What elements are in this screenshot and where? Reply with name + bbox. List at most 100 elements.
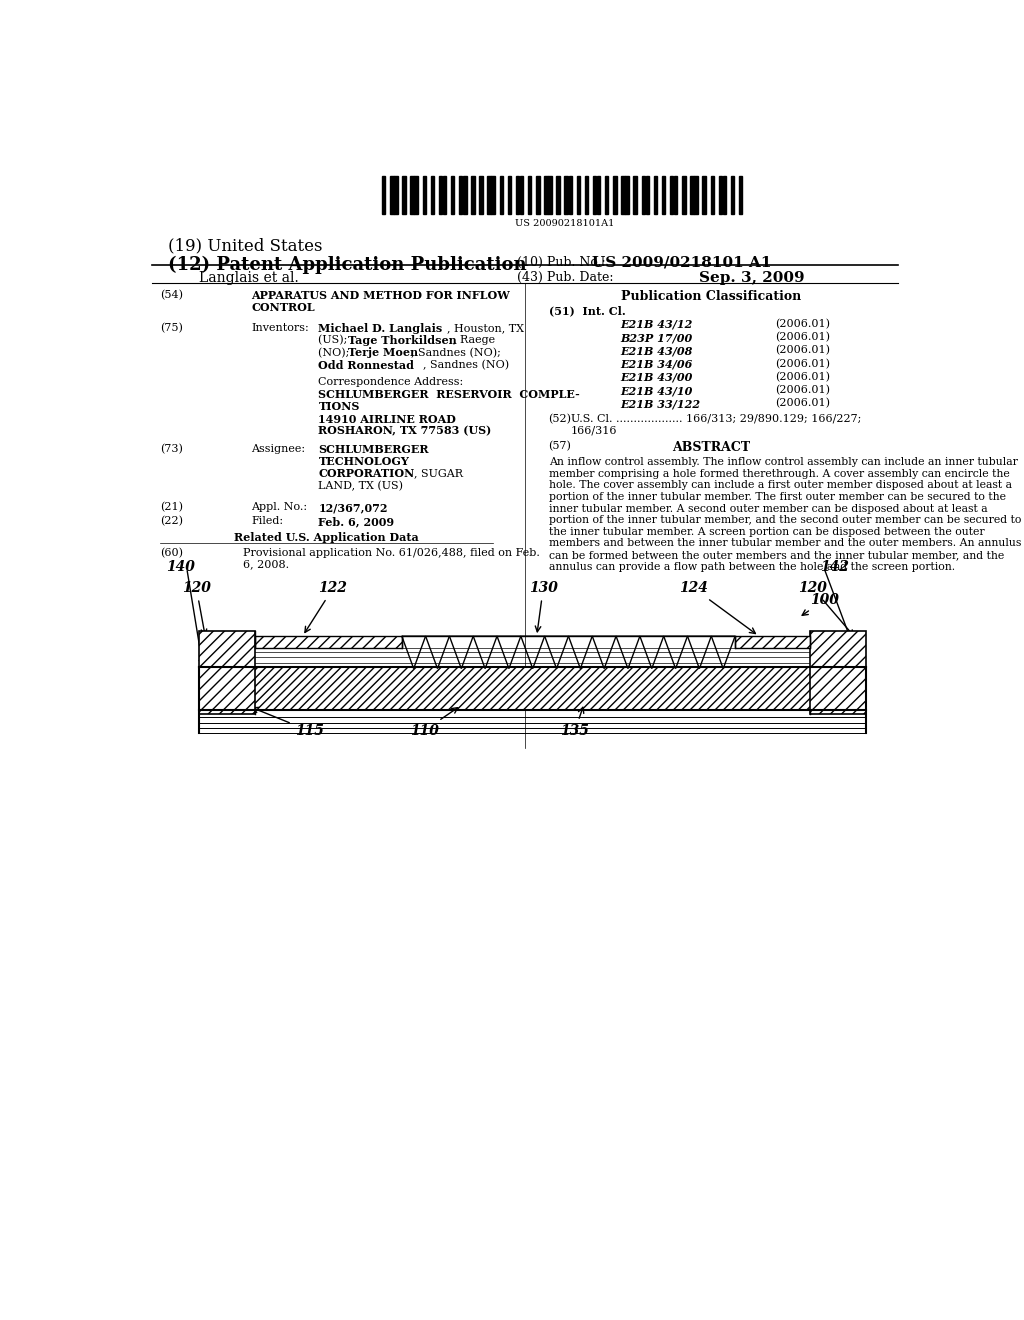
Text: (2006.01): (2006.01) (775, 399, 829, 409)
Text: (22): (22) (160, 516, 182, 527)
Text: TECHNOLOGY: TECHNOLOGY (318, 457, 410, 467)
Bar (739, 176, 742, 214)
Text: (54): (54) (160, 289, 182, 300)
Text: Publication Classification: Publication Classification (622, 289, 802, 302)
Bar (626, 176, 629, 214)
Text: ABSTRACT: ABSTRACT (672, 441, 751, 454)
Bar (548, 176, 552, 214)
Text: LAND, TX (US): LAND, TX (US) (318, 480, 403, 491)
Bar (674, 176, 678, 214)
Text: 124: 124 (680, 581, 756, 634)
Text: 120: 120 (182, 581, 211, 635)
Text: (75): (75) (160, 323, 182, 334)
Text: (19) United States: (19) United States (168, 238, 323, 255)
Text: 120: 120 (799, 581, 854, 636)
Bar (682, 176, 685, 214)
Text: 12/367,072: 12/367,072 (318, 502, 388, 513)
Bar (605, 176, 608, 214)
Text: E21B 43/08: E21B 43/08 (620, 346, 692, 356)
Bar (537, 176, 540, 214)
Bar (711, 176, 714, 214)
Bar (415, 176, 418, 214)
Bar (471, 176, 475, 214)
Bar (402, 176, 406, 214)
Text: Related U.S. Application Data: Related U.S. Application Data (234, 532, 419, 544)
Text: (US);: (US); (318, 335, 351, 346)
Text: E21B 43/12: E21B 43/12 (620, 319, 692, 330)
Text: (57): (57) (549, 441, 571, 451)
Text: (2006.01): (2006.01) (775, 385, 829, 396)
Text: (2006.01): (2006.01) (775, 372, 829, 383)
Text: (2006.01): (2006.01) (775, 333, 829, 342)
Bar (520, 176, 523, 214)
Bar (645, 176, 649, 214)
Text: SCHLUMBERGER  RESERVOIR  COMPLE-: SCHLUMBERGER RESERVOIR COMPLE- (318, 389, 581, 400)
Bar (492, 176, 495, 214)
Text: 130: 130 (528, 581, 558, 632)
Text: TIONS: TIONS (318, 401, 359, 412)
Text: E21B 34/06: E21B 34/06 (620, 359, 692, 370)
Bar (731, 176, 734, 214)
Bar (585, 176, 588, 214)
Bar (690, 176, 693, 214)
Text: Terje Moen: Terje Moen (348, 347, 418, 359)
Bar (719, 176, 722, 214)
Text: , Sandnes (NO);: , Sandnes (NO); (412, 347, 501, 358)
Bar (459, 176, 463, 214)
Bar (479, 176, 482, 214)
Bar (622, 176, 625, 214)
Bar (723, 176, 726, 214)
Text: SCHLUMBERGER: SCHLUMBERGER (318, 444, 429, 455)
Bar (200, 667, 866, 710)
Text: (NO);: (NO); (318, 347, 353, 358)
Bar (568, 176, 572, 214)
Bar (508, 176, 511, 214)
Text: (12) Patent Application Publication: (12) Patent Application Publication (168, 256, 526, 275)
Text: Correspondence Address:: Correspondence Address: (318, 378, 464, 387)
Bar (670, 176, 674, 214)
Bar (597, 176, 600, 214)
Bar (593, 176, 596, 214)
Text: (51)  Int. Cl.: (51) Int. Cl. (549, 305, 626, 315)
Bar (564, 176, 568, 214)
Text: 122: 122 (305, 581, 347, 632)
Bar (390, 176, 393, 214)
Text: 142: 142 (820, 560, 849, 574)
Text: 100: 100 (802, 593, 840, 615)
Text: An inflow control assembly. The inflow control assembly can include an inner tub: An inflow control assembly. The inflow c… (549, 457, 1021, 572)
Text: Sep. 3, 2009: Sep. 3, 2009 (699, 271, 805, 285)
Text: (73): (73) (160, 444, 182, 454)
Bar (577, 176, 581, 214)
Bar (423, 176, 426, 214)
Bar (394, 176, 397, 214)
Text: E21B 33/122: E21B 33/122 (620, 399, 700, 409)
Text: (2006.01): (2006.01) (775, 319, 829, 329)
Bar (662, 176, 666, 214)
Text: E21B 43/00: E21B 43/00 (620, 372, 692, 383)
Text: (52): (52) (549, 413, 571, 424)
Text: Assignee:: Assignee: (251, 444, 305, 454)
Bar (528, 176, 531, 214)
Text: APPARATUS AND METHOD FOR INFLOW
CONTROL: APPARATUS AND METHOD FOR INFLOW CONTROL (251, 289, 510, 313)
Bar (702, 176, 706, 214)
Text: Inventors:: Inventors: (251, 323, 309, 333)
Text: B23P 17/00: B23P 17/00 (620, 333, 692, 343)
Text: Feb. 6, 2009: Feb. 6, 2009 (318, 516, 394, 527)
Bar (431, 176, 434, 214)
Text: CORPORATION: CORPORATION (318, 469, 415, 479)
Text: Filed:: Filed: (251, 516, 283, 527)
Bar (811, 631, 866, 714)
Text: 110: 110 (410, 708, 458, 738)
Bar (463, 176, 467, 214)
Text: (60): (60) (160, 548, 182, 558)
Text: E21B 43/10: E21B 43/10 (620, 385, 692, 396)
Text: (2006.01): (2006.01) (775, 359, 829, 370)
Bar (653, 176, 657, 214)
Bar (544, 176, 548, 214)
Bar (382, 176, 385, 214)
Bar (735, 636, 811, 648)
Text: (43) Pub. Date:: (43) Pub. Date: (517, 271, 613, 284)
Text: (10) Pub. No.:: (10) Pub. No.: (517, 256, 605, 269)
Text: , Houston, TX: , Houston, TX (447, 323, 524, 333)
Bar (411, 176, 414, 214)
